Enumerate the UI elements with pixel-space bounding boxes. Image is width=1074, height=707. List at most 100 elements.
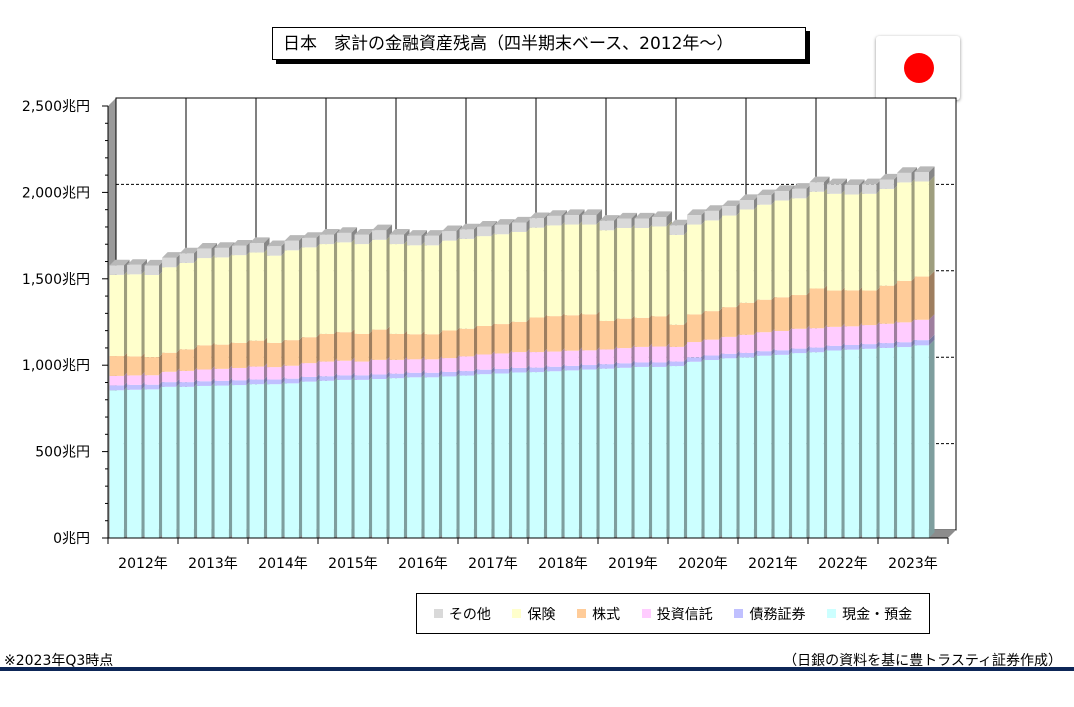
bar-segment	[459, 238, 474, 329]
bar-segment	[249, 252, 264, 341]
bar-segment	[459, 229, 474, 239]
bar-top	[407, 230, 428, 236]
bar-segment	[914, 319, 929, 341]
bar-segment	[372, 239, 387, 330]
bar-segment	[582, 314, 597, 351]
bar-segment	[774, 200, 789, 298]
bar-top	[827, 178, 848, 185]
footer-rule	[0, 667, 1074, 671]
bar-segment	[897, 322, 912, 343]
bar-segment	[442, 376, 457, 538]
bar-segment	[407, 372, 422, 378]
bar-segment	[757, 351, 772, 356]
bar-segment	[389, 333, 404, 360]
bar-side	[928, 166, 935, 182]
bar-segment	[757, 332, 772, 352]
bar-segment	[599, 349, 614, 365]
bar-segment	[722, 206, 737, 216]
bar-segment	[372, 230, 387, 240]
bar-segment	[459, 375, 474, 538]
bar-segment	[494, 324, 509, 354]
bar-segment	[512, 231, 527, 322]
bar-segment	[739, 200, 754, 210]
bar-segment	[214, 380, 229, 386]
bar-top	[914, 166, 935, 173]
bar-segment	[179, 386, 194, 538]
source-note: （日銀の資料を基に豊トラスティ証券作成）	[783, 653, 1062, 669]
bar-segment	[389, 373, 404, 379]
bar-segment	[862, 184, 877, 194]
bar-segment	[162, 257, 177, 268]
bar-top	[774, 185, 795, 192]
bar-segment	[354, 234, 369, 245]
bar-top	[687, 209, 708, 216]
bar-segment	[792, 198, 807, 296]
bar-side	[578, 209, 585, 225]
bar-segment	[389, 378, 404, 538]
bar-segment	[249, 379, 264, 385]
bar-top	[109, 259, 130, 266]
bar-segment	[914, 181, 929, 277]
stacked-bar-chart: 0兆円 500兆円 1,000兆円 1,500兆円 2,000兆円 2,500兆円 2012…	[22, 97, 957, 572]
y-tick-label: 1,000兆円	[22, 358, 90, 374]
bar-segment	[809, 347, 824, 353]
bar-segment	[879, 323, 894, 344]
bar-segment	[669, 346, 684, 362]
bar-top	[144, 259, 165, 266]
bar-side	[928, 334, 935, 346]
flag-red-disc	[904, 53, 934, 83]
legend-label-other: その他	[448, 606, 491, 623]
bar-segment	[267, 342, 282, 368]
bar-segment	[109, 274, 124, 357]
bar-segment	[319, 380, 334, 538]
bar-segment	[809, 352, 824, 538]
bar-top	[302, 232, 323, 238]
bar-segment	[547, 316, 562, 352]
bar-top	[809, 176, 830, 183]
bar-segment	[704, 339, 719, 356]
x-tick-label: 2015年	[328, 556, 378, 572]
bar-segment	[109, 390, 124, 538]
bar-side	[386, 224, 393, 240]
bar-segment	[267, 246, 282, 256]
bar-segment	[459, 328, 474, 357]
japan-flag-icon	[876, 36, 960, 100]
bar-segment	[302, 237, 317, 248]
bar-segment	[354, 361, 369, 376]
bar-segment	[897, 342, 912, 348]
bar-segment	[897, 182, 912, 281]
legend-swatch-cash-deposits	[827, 609, 837, 618]
bar-segment	[197, 258, 212, 346]
bar-segment	[582, 365, 597, 370]
bar-segment	[162, 371, 177, 383]
bar-segment	[634, 227, 649, 318]
bar-segment	[704, 220, 719, 312]
bar-segment	[284, 383, 299, 538]
bar-segment	[232, 367, 247, 381]
bar-side	[123, 259, 130, 275]
bar-segment	[687, 314, 702, 343]
bar-segment	[722, 215, 737, 308]
bar-segment	[249, 384, 264, 538]
bar-top	[704, 205, 725, 211]
bar-segment	[844, 349, 859, 538]
bar-top	[337, 227, 358, 233]
bar-segment	[512, 321, 527, 353]
bar-segment	[354, 379, 369, 538]
bar-segment	[267, 367, 282, 380]
bar-segment	[284, 340, 299, 366]
bar-segment	[284, 378, 299, 384]
bar-segment	[547, 351, 562, 367]
bar-segment	[669, 366, 684, 538]
bar-segment	[407, 334, 422, 360]
bar-top	[494, 219, 515, 225]
bar-segment	[722, 353, 737, 359]
bar-segment	[547, 366, 562, 372]
bar-top	[652, 211, 673, 217]
bar-segment	[179, 382, 194, 387]
bar-segment	[337, 242, 352, 333]
bar-segment	[827, 345, 842, 351]
bar-segment	[144, 274, 159, 358]
bar-segment	[232, 385, 247, 538]
bar-segment	[179, 262, 194, 350]
